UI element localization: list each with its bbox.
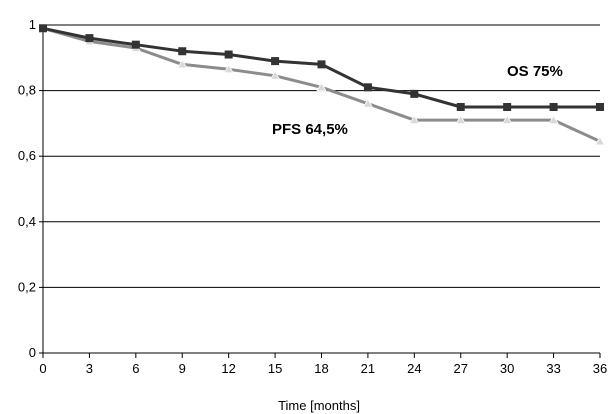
x-tick-label: 18 [314, 361, 328, 376]
x-tick-label: 3 [86, 361, 93, 376]
x-tick-label: 6 [132, 361, 139, 376]
x-tick-label: 0 [39, 361, 46, 376]
data-point-pfs [177, 59, 188, 69]
data-point-os [178, 47, 187, 56]
series-label-pfs: PFS 64,5% [272, 121, 348, 138]
x-tick-label: 30 [500, 361, 514, 376]
gridlines [43, 24, 600, 288]
y-tick-label: 1 [29, 17, 36, 32]
x-tick-label: 12 [221, 361, 235, 376]
x-tick-labels: 0 3 6 9 12 15 18 21 24 27 30 33 36 [39, 361, 607, 376]
series [37, 22, 606, 146]
data-point-pfs [362, 98, 374, 108]
y-tick-labels: 0 0,2 0,4 0,6 0,8 1 [18, 17, 36, 360]
x-tick-label: 36 [593, 361, 607, 376]
data-point-os [131, 40, 140, 49]
series-label-os: OS 75% [507, 63, 563, 80]
y-tick-label: 0,2 [18, 279, 36, 294]
data-point-pfs [594, 136, 606, 146]
data-point-pfs [269, 70, 281, 80]
data-point-pfs [502, 114, 513, 124]
y-tick-label: 0,6 [18, 148, 36, 163]
axes [39, 24, 601, 358]
x-tick-label: 27 [454, 361, 468, 376]
data-point-os [549, 103, 558, 111]
data-point-pfs [223, 63, 234, 74]
data-point-os [596, 103, 604, 111]
data-point-os [317, 60, 326, 69]
x-tick-label: 15 [268, 361, 282, 376]
y-tick-label: 0,4 [18, 214, 36, 229]
data-point-os [271, 57, 280, 66]
data-point-os [456, 103, 465, 111]
data-point-pfs [548, 114, 559, 124]
data-point-os [224, 50, 233, 59]
x-tick-label: 24 [407, 361, 421, 376]
data-point-os [503, 103, 512, 111]
data-point-os [85, 34, 94, 43]
y-tick-label: 0,8 [18, 83, 36, 98]
x-tick-label: 9 [179, 361, 186, 376]
x-tick-label: 33 [546, 361, 560, 376]
x-tick-label: 21 [361, 361, 375, 376]
data-point-pfs [409, 114, 420, 124]
data-point-pfs [455, 114, 466, 124]
y-tick-label: 0 [29, 345, 36, 360]
data-point-pfs [316, 81, 327, 92]
data-point-os [363, 83, 372, 92]
data-point-os [39, 24, 47, 33]
data-point-os [410, 89, 419, 98]
series-os [39, 24, 604, 111]
x-axis-label: Time [months] [278, 398, 360, 413]
